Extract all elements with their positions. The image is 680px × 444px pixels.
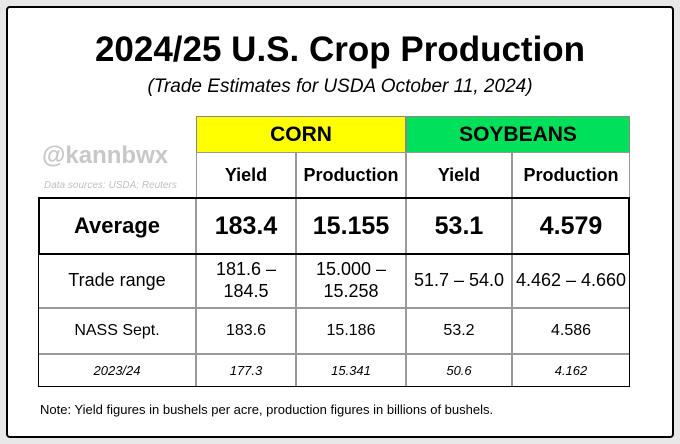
column-header: Production (512, 152, 630, 199)
group-header: SOYBEANS (406, 116, 630, 153)
table-cell: 177.3 (196, 354, 296, 387)
table-cell: 183.4 (196, 198, 296, 254)
note: Note: Yield figures in bushels per acre,… (40, 402, 494, 417)
table-cell: 4.162 (512, 354, 630, 387)
row-label: Trade range (38, 254, 196, 308)
row-label: NASS Sept. (38, 308, 196, 354)
row-label: Average (38, 198, 196, 254)
table-cell: 50.6 (406, 354, 512, 387)
table-cell: 15.000 – 15.258 (296, 254, 406, 308)
column-header: Production (296, 152, 406, 199)
table-cell: 4.462 – 4.660 (512, 254, 630, 308)
table-cell: 53.2 (406, 308, 512, 354)
table-cell: 15.186 (296, 308, 406, 354)
table-cell: 53.1 (406, 198, 512, 254)
table-cell: 15.155 (296, 198, 406, 254)
title: 2024/25 U.S. Crop Production (94, 30, 586, 69)
watermark-handle: @kannbwx (42, 142, 169, 169)
column-header: Yield (196, 152, 296, 199)
watermark-sources: Data sources: USDA; Reuters (44, 180, 177, 191)
column-header: Yield (406, 152, 512, 199)
table-cell: 4.579 (512, 198, 630, 254)
panel (6, 6, 674, 438)
row-label: 2023/24 (38, 354, 196, 387)
table-cell: 15.341 (296, 354, 406, 387)
table-cell: 181.6 – 184.5 (196, 254, 296, 308)
table-cell: 4.586 (512, 308, 630, 354)
table-cell: 183.6 (196, 308, 296, 354)
subtitle: (Trade Estimates for USDA October 11, 20… (147, 76, 533, 97)
table-cell: 51.7 – 54.0 (406, 254, 512, 308)
group-header: CORN (196, 116, 406, 153)
